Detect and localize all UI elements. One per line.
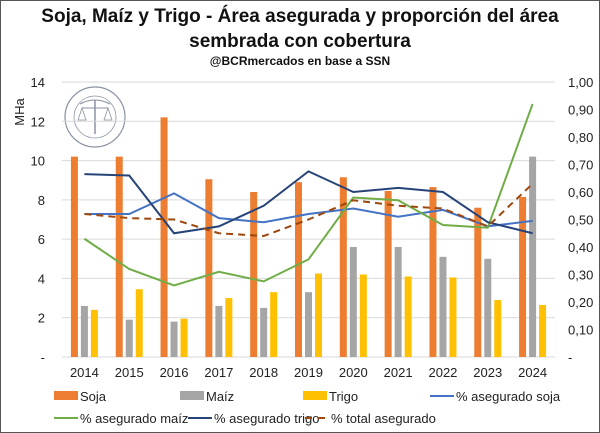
y-tick-label: 2	[38, 311, 45, 326]
y-tick-label: 6	[38, 232, 45, 247]
line-series-3	[84, 183, 534, 238]
bar-maíz	[349, 247, 357, 357]
legend-label: % asegurado soja	[456, 389, 561, 404]
x-tick-label: 2022	[428, 365, 457, 380]
bar-trigo	[315, 273, 322, 357]
bar-trigo	[449, 277, 457, 357]
bar-trigo	[539, 304, 547, 357]
chart-subtitle: @BCRmercados en base a SSN	[209, 54, 391, 68]
bar-soja	[250, 192, 258, 357]
bar-soja	[70, 156, 78, 357]
y2-tick-label: 0,80	[568, 130, 593, 145]
legend-label: % asegurado maíz	[80, 411, 188, 426]
bar-maíz	[170, 321, 178, 357]
legend-item: Maíz	[180, 389, 234, 404]
y2-tick-label: 0,20	[568, 295, 593, 310]
line-series-2	[84, 170, 533, 235]
bar-soja	[384, 191, 392, 357]
bar-maíz	[260, 307, 268, 357]
y2-tick-label: 0,10	[568, 323, 593, 338]
bar-maíz	[439, 256, 447, 357]
y2-tick-label: 0,70	[568, 158, 593, 173]
chart-title-line-1: Soja, Maíz y Trigo - Área asegurada y pr…	[41, 6, 559, 27]
bar-trigo	[270, 292, 278, 357]
bar-soja	[474, 207, 482, 357]
x-tick-label: 2018	[249, 365, 278, 380]
bar-trigo	[359, 274, 367, 357]
legend-label: Maíz	[206, 389, 234, 404]
legend-swatch	[54, 391, 78, 400]
x-tick-label: 2021	[384, 365, 413, 380]
y2-tick-label: 0,50	[568, 213, 593, 228]
bar-trigo	[404, 276, 412, 357]
x-tick-label: 2017	[204, 365, 233, 380]
bar-soja	[160, 117, 168, 357]
x-tick-label: 2024	[518, 365, 547, 380]
y2-tick-label: 0,90	[568, 103, 593, 118]
y-tick-label: 12	[31, 114, 45, 129]
y-tick-label: 10	[31, 154, 45, 169]
bar-soja	[429, 187, 437, 357]
bar-maíz	[215, 305, 223, 357]
legend-item: % asegurado maíz	[54, 411, 188, 426]
bar-maíz	[394, 247, 402, 357]
y2-tick-label: 0,60	[568, 185, 593, 200]
y-tick-label: 14	[31, 75, 45, 90]
legend-label: % asegurado trigo	[214, 411, 320, 426]
legend-label: % total asegurado	[331, 411, 436, 426]
bar-maíz	[80, 305, 88, 357]
bar-trigo	[180, 318, 188, 357]
legend-item: % asegurado soja	[430, 389, 561, 404]
chart-title-line-2: sembrada con cobertura	[189, 31, 411, 52]
bar-trigo	[90, 309, 98, 357]
y-tick-label: 8	[38, 193, 45, 208]
legend-item: % asegurado trigo	[188, 411, 320, 426]
bar-trigo	[225, 298, 233, 357]
legend-label: Soja	[80, 389, 107, 404]
bar-soja	[519, 196, 527, 357]
bar-soja	[295, 182, 302, 357]
y-tick-label: -	[41, 350, 45, 365]
y2-tick-label: 0,30	[568, 268, 593, 283]
legend-label: Trigo	[329, 389, 358, 404]
y2-tick-label: 1,00	[568, 75, 593, 90]
bar-maíz	[484, 258, 492, 357]
x-tick-label: 2014	[70, 365, 99, 380]
y-axis-label: MHa	[12, 98, 27, 126]
x-tick-label: 2015	[115, 365, 144, 380]
bar-trigo	[494, 300, 502, 357]
bar-soja	[115, 156, 123, 357]
legend-swatch	[303, 391, 327, 400]
y2-tick-label: -	[568, 350, 572, 365]
bar-maíz	[529, 156, 537, 357]
line-series-0	[84, 192, 533, 228]
x-tick-label: 2020	[339, 365, 368, 380]
y-tick-label: 4	[38, 271, 45, 286]
x-tick-label: 2019	[294, 365, 323, 380]
legend-item: % total asegurado	[305, 411, 436, 426]
bar-soja	[205, 179, 213, 357]
bar-maíz	[125, 319, 133, 357]
x-tick-label: 2023	[473, 365, 502, 380]
legend-item: Trigo	[303, 389, 358, 404]
y2-tick-label: 0,40	[568, 240, 593, 255]
bar-trigo	[135, 289, 143, 357]
legend-item: Soja	[54, 389, 107, 404]
bar-maíz	[305, 292, 312, 357]
legend-swatch	[180, 391, 204, 400]
x-tick-label: 2016	[160, 365, 189, 380]
bcr-logo	[64, 86, 126, 148]
line-series-1	[83, 103, 534, 287]
bar-soja	[339, 177, 347, 357]
